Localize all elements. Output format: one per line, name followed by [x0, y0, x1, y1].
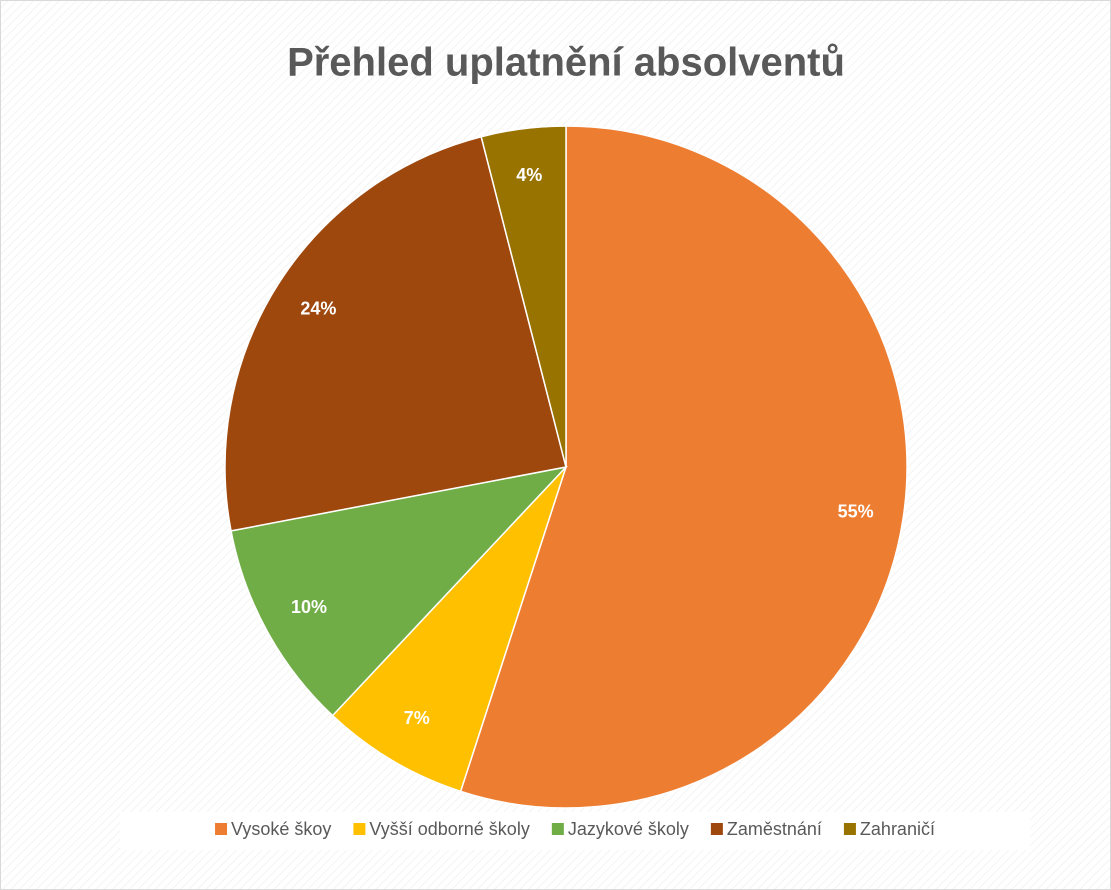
legend-label: Vyšší odborné školy [369, 819, 529, 839]
legend: Vysoké škoy Vyšší odborné školy Jazykové š… [215, 819, 935, 839]
legend-label: Zahraničí [860, 819, 935, 839]
legend-marker [215, 823, 228, 835]
legend-marker [710, 823, 723, 835]
pie-slice [480, 125, 567, 468]
data-label: 7% [404, 708, 430, 728]
legend-label: Vysoké škoy [231, 819, 331, 839]
pie-slice [230, 465, 569, 717]
data-label: 24% [300, 299, 336, 319]
pie-slice [459, 125, 908, 809]
legend-marker [843, 823, 856, 835]
legend-background [120, 812, 1030, 850]
pie-slice [331, 466, 567, 793]
legend-marker [353, 823, 366, 835]
legend-marker [551, 823, 564, 835]
data-label: 4% [516, 165, 542, 185]
legend-label: Jazykové školy [568, 819, 689, 839]
pie: 55% 7% 10% 24% 4% [224, 125, 908, 809]
data-label: 55% [838, 502, 874, 522]
chart-title: Přehled uplatnění absolventů [287, 41, 845, 85]
pie-slice [224, 135, 567, 532]
data-label: 10% [291, 597, 327, 617]
legend-label: Zaměstnání [727, 819, 822, 839]
